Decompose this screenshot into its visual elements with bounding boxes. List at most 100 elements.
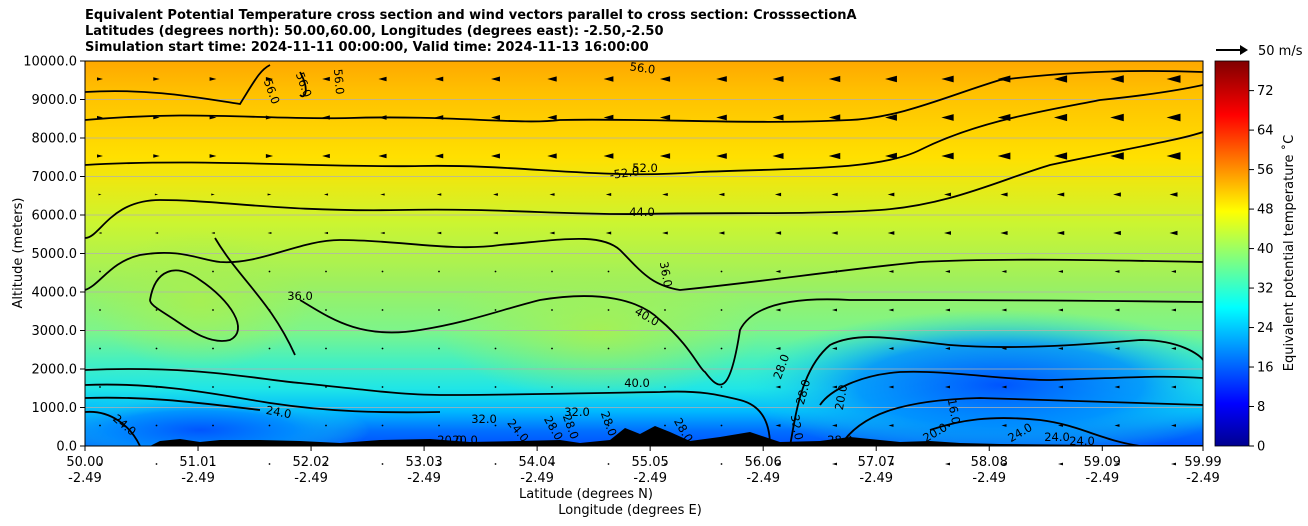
wind-vector [718, 192, 725, 197]
wind-vector [1000, 231, 1008, 235]
wind-vector [888, 347, 894, 350]
wind-vector [1058, 270, 1063, 273]
wind-vector [99, 270, 101, 273]
wind-vector [381, 347, 384, 350]
colorbar: 0 8 16 24 32 40 48 56 64 72 Equivalent potential … [1214, 60, 1297, 455]
wind-vector [945, 347, 950, 350]
wind-vector [716, 76, 727, 82]
wind-vector [212, 386, 214, 388]
wind-vector [438, 270, 440, 273]
y-tick-label: 0.0 [56, 440, 77, 455]
wind-vector [720, 386, 723, 388]
wind-vector [551, 424, 553, 427]
wind-vector [605, 193, 612, 196]
chart-title-line-3: Simulation start time: 2024-11-11 00:00:… [85, 40, 649, 55]
wind-vector [1113, 192, 1121, 197]
wind-vector [720, 347, 723, 350]
wind-vector [268, 463, 271, 465]
wind-vector [1166, 152, 1181, 160]
contour-labels: 56.0 56.0 56.056.0-52.052.044.036.036.040.… [110, 59, 1095, 448]
wind-vector [268, 270, 271, 273]
wind-vector [1053, 75, 1068, 83]
contour-label: 36.0 [657, 260, 675, 288]
wind-vector [1169, 192, 1178, 197]
wind-vector [551, 309, 553, 311]
wind-vector [153, 154, 160, 158]
wind-vector [1058, 347, 1063, 350]
wind-vector [1058, 462, 1063, 466]
wind-vector [325, 463, 327, 465]
x-tick-label-lon: -2.49 [294, 471, 328, 486]
x-tick-label-lat: 59.99 [1184, 455, 1221, 470]
colorbar-gradient [1214, 60, 1250, 447]
contour-label: 28.0 [793, 378, 813, 406]
wind-vector [267, 193, 272, 196]
wind-vector [381, 463, 384, 465]
wind-vector [211, 232, 215, 234]
y-tick-label: 1000.0 [32, 401, 78, 416]
wind-vector [1114, 270, 1120, 273]
wind-vector [491, 76, 500, 82]
colorbar-tick-label: 8 [1257, 400, 1265, 415]
colorbar-ticks: 0 8 16 24 32 40 48 56 64 72 [1249, 84, 1274, 455]
wind-vector [268, 309, 271, 311]
contour-label: 52.0 [632, 161, 658, 175]
contour-line [85, 131, 1203, 239]
y-tick-label: 3000.0 [32, 324, 78, 339]
wind-vector [659, 76, 671, 82]
wind-vector [772, 75, 784, 83]
x-tick-label-lon: -2.49 [520, 471, 554, 486]
wind-vector [98, 232, 102, 234]
wind-vector [325, 309, 327, 311]
colorbar-tick-label: 56 [1257, 163, 1274, 178]
wind-vector [547, 153, 557, 159]
wind-vector [547, 114, 557, 121]
wind-vector [1171, 385, 1176, 389]
wind-vector [659, 153, 671, 159]
wind-vector [659, 114, 671, 121]
wind-vector [664, 463, 666, 465]
x-axis-label-longitude: Longitude (degrees E) [558, 503, 702, 518]
wind-vector [1001, 385, 1007, 389]
wind-vector [153, 77, 160, 81]
wind-vector [268, 386, 271, 388]
chart-title-line-2: Latitudes (degrees north): 50.00,60.00, … [85, 24, 664, 39]
wind-vector [1058, 385, 1063, 389]
wind-vector [1056, 192, 1065, 197]
wind-vector [551, 270, 553, 273]
wind-vector [381, 424, 384, 427]
wind-vector [494, 386, 497, 388]
wind-vector [378, 115, 387, 120]
contour-line [85, 84, 1203, 176]
wind-vector [378, 153, 387, 159]
wind-vector [378, 76, 387, 82]
contour-label: 24.0 [1069, 434, 1095, 448]
wind-vector [1001, 308, 1007, 312]
wind-vector [155, 309, 158, 311]
contour-lines [85, 64, 1203, 446]
wind-vector [1114, 347, 1120, 350]
wind-vector [547, 76, 557, 82]
wind-vector [1171, 347, 1176, 350]
wind-vector [99, 309, 101, 311]
x-axis: 50.00-2.4951.01-2.4952.02-2.4953.03-2.49… [66, 446, 1222, 486]
x-tick-label-lon: -2.49 [1085, 471, 1119, 486]
quiver-key-arrow-head [1240, 45, 1248, 55]
x-tick-label-lat: 54.04 [519, 455, 556, 470]
wind-vector [153, 115, 160, 120]
wind-vector [494, 309, 497, 311]
wind-vector [494, 424, 497, 427]
wind-vector [662, 231, 668, 235]
x-tick-label-lat: 52.02 [292, 455, 329, 470]
wind-vector [718, 231, 725, 235]
wind-vector [944, 192, 951, 197]
wind-vector [887, 231, 895, 235]
wind-vector [885, 114, 897, 121]
wind-vector [828, 75, 841, 83]
wind-vector [828, 152, 841, 160]
wind-vector [664, 424, 666, 427]
wind-vector [603, 76, 614, 82]
wind-vector [493, 231, 498, 235]
wind-vector [97, 154, 103, 158]
wind-vector [1113, 230, 1121, 236]
